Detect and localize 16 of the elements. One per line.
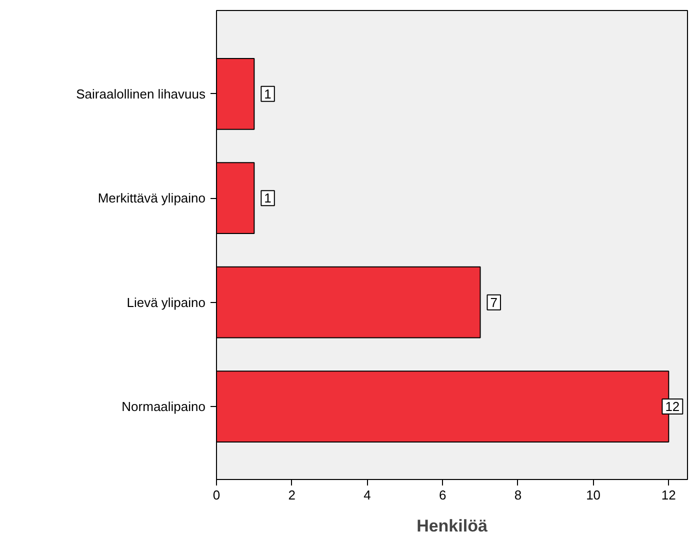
x-tick-label: 6 bbox=[438, 488, 446, 502]
x-tick-label: 12 bbox=[661, 488, 676, 502]
x-tick-label: 0 bbox=[212, 488, 220, 502]
x-tick-label: 10 bbox=[586, 488, 601, 502]
y-tick-label: Merkittävä ylipaino bbox=[98, 190, 206, 206]
x-tick-label: 8 bbox=[514, 488, 522, 502]
data-label: 12 bbox=[665, 399, 680, 414]
data-label: 1 bbox=[264, 190, 272, 206]
x-tick-label: 2 bbox=[288, 488, 296, 502]
x-axis-title: Henkilöä bbox=[416, 516, 488, 536]
data-label: 1 bbox=[264, 86, 272, 102]
y-tick-label: Normaalipaino bbox=[122, 399, 206, 414]
x-tick-label: 4 bbox=[364, 488, 371, 502]
data-label: 7 bbox=[490, 294, 498, 310]
y-tick-label: Sairaalollinen lihavuus bbox=[76, 86, 206, 102]
y-tick-label: Lievä ylipaino bbox=[126, 294, 206, 310]
